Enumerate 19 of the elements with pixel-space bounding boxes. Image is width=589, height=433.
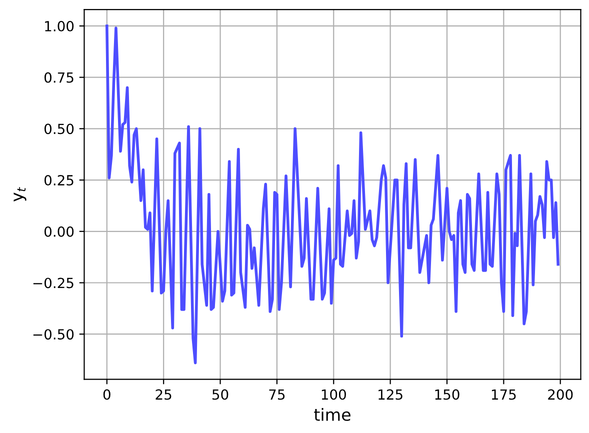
x-tick-label: 100 [322,389,346,400]
y-tick-label: 1.00 [45,20,74,32]
x-tick-label: 175 [492,389,516,400]
x-tick-label: 150 [435,389,460,400]
x-tick-label: 0 [103,389,110,400]
y-tick-label: 0.00 [44,226,74,237]
y-tick-label: 0.50 [44,124,74,134]
y-tick-label: −0.25 [33,278,74,288]
x-tick-label: 75 [269,389,285,400]
x-axis-title: time [314,408,350,421]
x-tick-label: 50 [212,389,228,400]
x-tick-label: 25 [156,389,172,400]
x-tick-label: 200 [548,389,573,400]
y-tick-label: −0.50 [33,329,74,340]
y-tick-label: 0.75 [44,72,74,83]
line-series [106,24,560,364]
y-axis-title: y$_{t}$ [14,187,26,202]
x-tick-label: 125 [378,389,402,400]
y-tick-label: 0.25 [44,175,74,186]
